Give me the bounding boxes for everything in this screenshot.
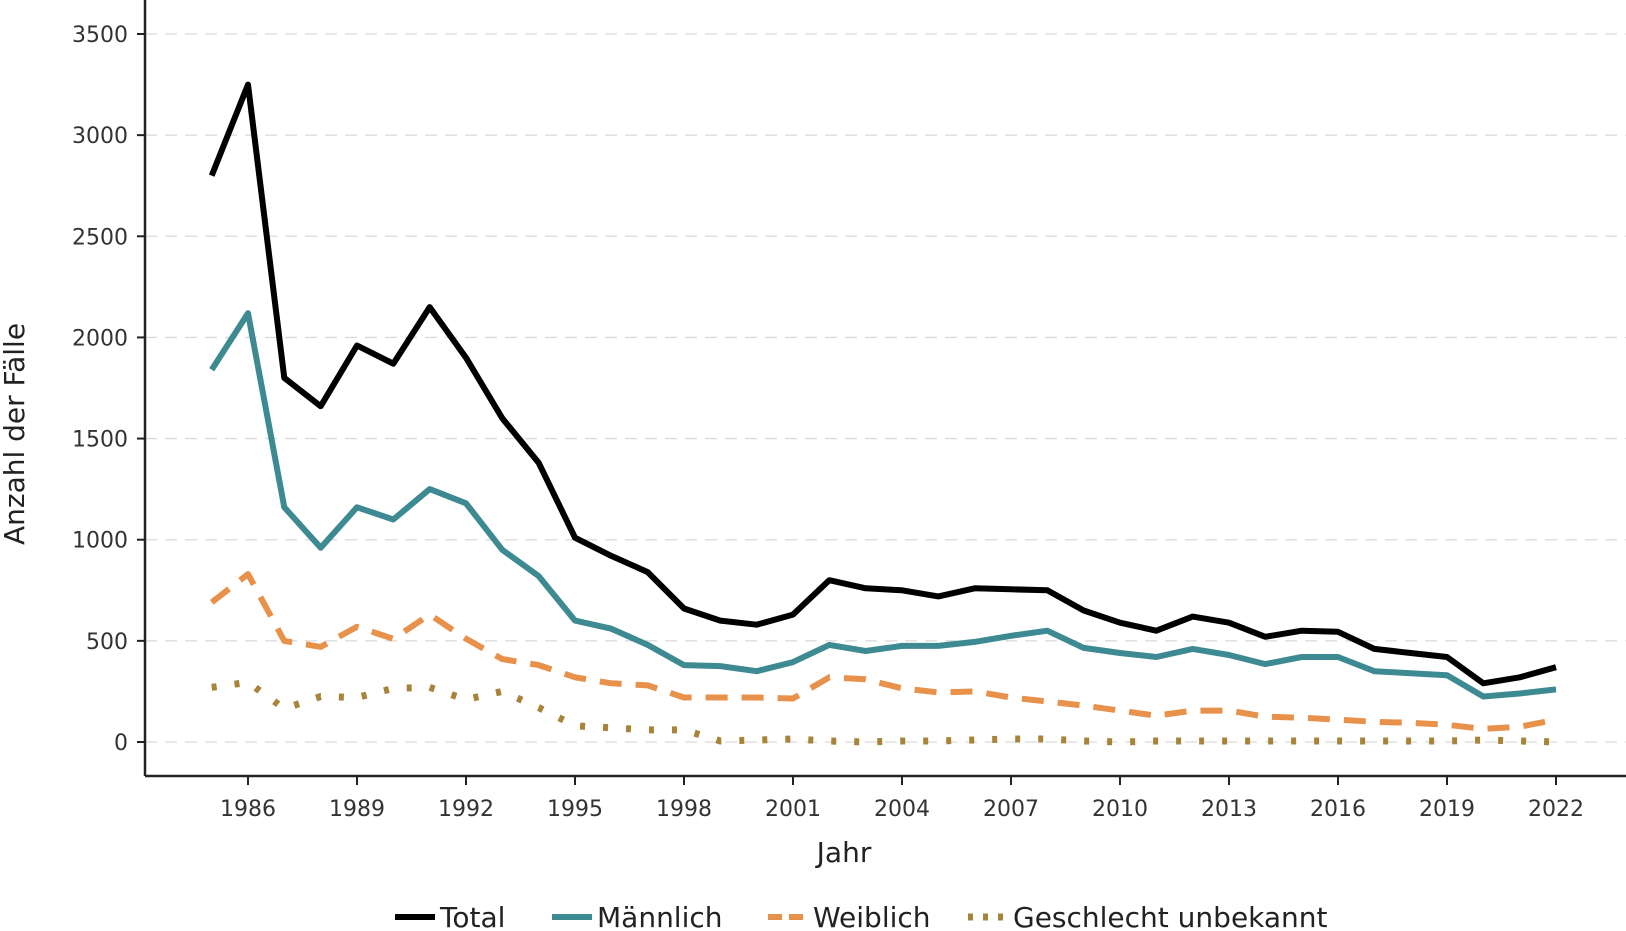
y-tick-label: 2000 <box>72 326 128 351</box>
x-tick-label: 1986 <box>220 797 276 822</box>
x-axis-title: Jahr <box>815 836 872 869</box>
x-tick-label: 1992 <box>438 797 494 822</box>
x-tick-label: 2010 <box>1092 797 1148 822</box>
y-axis-title: Anzahl der Fälle <box>0 323 31 545</box>
y-tick-label: 500 <box>86 630 128 655</box>
y-tick-label: 1000 <box>72 529 128 554</box>
legend-label: Geschlecht unbekannt <box>1013 901 1328 931</box>
series-line-weiblich <box>209 571 1557 732</box>
x-tick-label: 1995 <box>547 797 603 822</box>
gridlines <box>145 33 1626 743</box>
x-tick-label: 2004 <box>874 797 930 822</box>
series-line-total <box>208 81 1557 687</box>
y-tick-label: 0 <box>114 731 128 756</box>
x-tick-label: 2019 <box>1419 797 1475 822</box>
y-tick-label: 2500 <box>72 225 128 250</box>
x-tick-label: 1998 <box>656 797 712 822</box>
series-line-männlich <box>209 310 1557 700</box>
x-ticks: 1986 1989 1992 1995 1998 2001 2004 2007 2010 2013… <box>220 776 1584 822</box>
legend-label: Weiblich <box>813 901 931 931</box>
x-tick-label: 2001 <box>765 797 821 822</box>
legend: Total Männlich Weiblich Geschlecht unbekann… <box>395 901 1328 931</box>
y-tick-label: 1500 <box>72 428 128 453</box>
legend-label: Total <box>439 901 505 931</box>
x-tick-label: 2007 <box>983 797 1039 822</box>
series-lines <box>208 81 1557 746</box>
series-line-geschlecht-unbekannt <box>211 678 1557 746</box>
axes <box>143 0 1626 778</box>
x-tick-label: 1989 <box>329 797 385 822</box>
x-tick-label: 2016 <box>1310 797 1366 822</box>
y-tick-label: 3500 <box>72 23 128 48</box>
y-tick-label: 3000 <box>72 124 128 149</box>
x-tick-label: 2013 <box>1201 797 1257 822</box>
x-tick-label: 2022 <box>1528 797 1584 822</box>
y-ticks: 0 500 1000 1500 2000 2500 3000 3500 <box>72 23 145 756</box>
legend-label: Männlich <box>597 901 723 931</box>
